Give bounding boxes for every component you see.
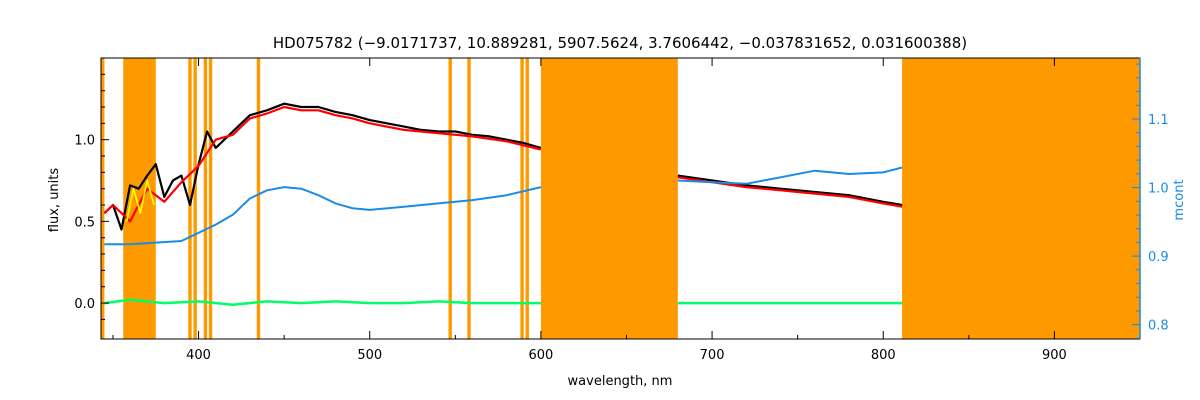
masked-region-5 [208,58,213,339]
masked-region-1 [123,58,156,339]
masked-region-0 [101,58,105,339]
highlighted-flux [125,179,155,222]
x-tick-label-800: 800 [871,348,896,363]
series-layer [103,102,903,306]
y-tick-label-1: 0.5 [74,215,95,230]
masked-region-8 [467,58,471,339]
y2-axis-ticks: 0.8 0.9 1.0 1.1 [1132,58,1169,339]
model-flux-blue-arm [103,105,542,223]
masked-region-6 [256,58,261,339]
y2-tick-label-3: 1.1 [1148,113,1169,128]
masked-region-4 [203,58,208,339]
continuum-blue-arm [104,186,542,246]
x-axis-label: wavelength, nm [568,374,673,389]
x-axis-ticks: 400 500 600 700 800 900 [112,58,1067,363]
masked-region-3 [193,58,197,339]
masked-regions [101,58,1140,339]
y-axis-ticks: 0.0 0.5 1.0 [74,73,109,320]
x-tick-label-500: 500 [357,348,382,363]
continuum-red-arm [677,166,903,185]
masked-region-9 [520,58,524,339]
masked-region-12 [902,58,1140,339]
y2-tick-label-0: 0.8 [1148,319,1169,334]
y2-axis-label: mcont [1172,179,1187,220]
observed-flux-red-arm [677,174,903,207]
x-tick-label-700: 700 [700,348,725,363]
x-tick-label-600: 600 [528,348,553,363]
y-axis-label: flux, units [47,168,62,233]
chart-title: HD075782 (−9.0171737, 10.889281, 5907.56… [273,34,967,52]
residuals-blue-arm [104,298,541,306]
y-tick-label-2: 1.0 [74,134,95,149]
x-tick-label-900: 900 [1042,348,1067,363]
masked-region-11 [540,58,678,339]
masked-region-10 [525,58,529,339]
observed-flux-blue-arm [103,102,542,231]
y-tick-label-0: 0.0 [74,297,95,312]
masked-region-7 [448,58,452,339]
x-tick-label-400: 400 [186,348,211,363]
y2-tick-label-1: 0.9 [1148,250,1169,265]
y2-tick-label-2: 1.0 [1148,182,1169,197]
masked-region-2 [188,58,192,339]
